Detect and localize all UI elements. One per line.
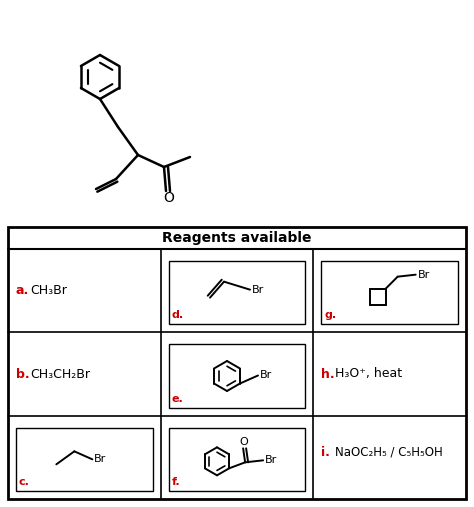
Bar (8, 227, 466, 499)
Bar (321, 261, 458, 324)
Text: a.: a. (16, 284, 29, 297)
Text: Reagents available: Reagents available (162, 231, 312, 245)
Bar (16, 428, 153, 491)
Text: Br: Br (252, 284, 264, 295)
Text: O: O (164, 191, 174, 205)
Text: CH₃CH₂Br: CH₃CH₂Br (30, 368, 90, 380)
Text: CH₃Br: CH₃Br (30, 284, 67, 297)
Text: Br: Br (260, 371, 272, 380)
Text: NaOC₂H₅ / C₅H₅OH: NaOC₂H₅ / C₅H₅OH (335, 446, 443, 459)
Text: O: O (240, 438, 248, 447)
Text: b.: b. (16, 368, 29, 380)
Text: H₃O⁺, heat: H₃O⁺, heat (335, 368, 402, 380)
Text: h.: h. (321, 368, 335, 380)
Text: Br: Br (94, 454, 107, 464)
Text: d.: d. (172, 310, 184, 320)
Text: Br: Br (418, 270, 430, 280)
Text: g.: g. (324, 310, 337, 320)
Text: c.: c. (19, 477, 30, 487)
Text: i.: i. (321, 446, 330, 459)
Text: f.: f. (172, 477, 180, 487)
Text: Br: Br (265, 455, 277, 465)
Bar (169, 344, 305, 408)
Bar (169, 428, 305, 491)
Bar (169, 261, 305, 324)
Text: e.: e. (172, 393, 183, 404)
